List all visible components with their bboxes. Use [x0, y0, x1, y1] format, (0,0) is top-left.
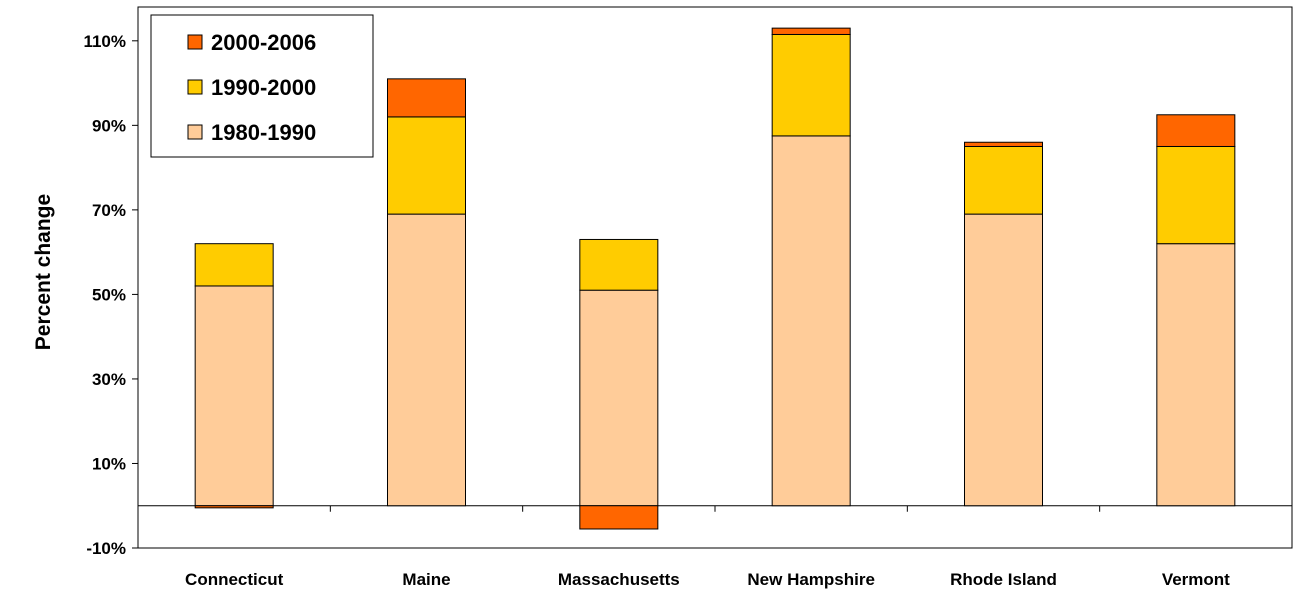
y-tick-label: 70% — [92, 201, 126, 220]
x-tick-label: Vermont — [1162, 570, 1230, 589]
y-axis: -10% 10% 30% 50% 70% 90% 110% — [83, 32, 138, 558]
bar-segment — [771, 135, 851, 507]
bar-segment — [579, 289, 659, 507]
legend-swatch — [187, 34, 203, 50]
bar-segment — [579, 505, 659, 530]
bar-segment — [1156, 114, 1236, 147]
y-axis-label: Percent change — [32, 194, 55, 350]
bar-segment — [579, 238, 659, 291]
x-axis: Connecticut Maine Massachusetts New Hampshi… — [138, 505, 1292, 589]
legend-label: 2000-2006 — [211, 30, 316, 55]
bar-segment — [1156, 145, 1236, 245]
bar-segment — [964, 145, 1043, 215]
bar-segment — [387, 78, 466, 118]
bar-segment — [771, 33, 851, 137]
bar-segment — [1156, 243, 1236, 507]
bar-segment — [771, 27, 851, 35]
x-tick-label: Connecticut — [185, 570, 284, 589]
y-tick-label: 30% — [92, 370, 126, 389]
y-tick-label: 50% — [92, 285, 126, 304]
legend-swatch — [187, 79, 203, 95]
y-tick-label: 10% — [92, 454, 126, 473]
legend-swatch — [187, 124, 203, 140]
y-tick-label: 90% — [92, 116, 126, 135]
x-tick-label: Rhode Island — [950, 570, 1057, 589]
x-tick-label: New Hampshire — [747, 570, 875, 589]
y-tick-label: -10% — [86, 539, 126, 558]
bar-segment — [964, 141, 1043, 147]
bar-segment — [387, 116, 466, 215]
bar-segment — [194, 285, 274, 507]
x-tick-label: Maine — [402, 570, 450, 589]
legend-label: 1990-2000 — [211, 75, 316, 100]
y-tick-label: 110% — [83, 32, 126, 51]
bar-segment — [964, 213, 1043, 507]
x-tick-label: Massachusetts — [558, 570, 680, 589]
bars — [194, 27, 1236, 530]
bar-segment — [387, 213, 466, 507]
bar-segment — [194, 243, 274, 287]
legend: 2000-2006 1990-2000 1980-1990 — [150, 14, 374, 158]
legend-label: 1980-1990 — [211, 120, 316, 145]
bar-segment — [194, 505, 274, 509]
